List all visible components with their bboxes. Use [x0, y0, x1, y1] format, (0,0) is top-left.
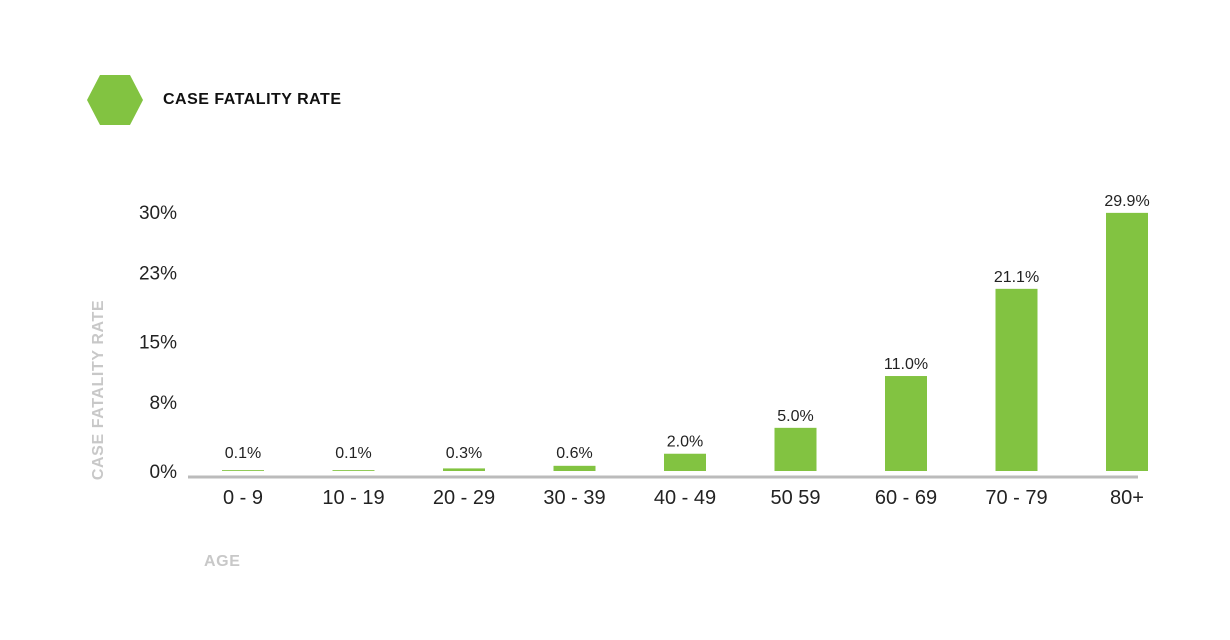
y-tick-label: 0% — [150, 462, 178, 483]
data-label: 11.0% — [884, 356, 928, 373]
y-tick-label: 23% — [139, 263, 177, 284]
legend-label: CASE FATALITY RATE — [163, 91, 342, 108]
bar — [553, 465, 596, 471]
data-label: 5.0% — [777, 408, 813, 425]
bar — [443, 468, 485, 471]
x-tick-label: 10 - 19 — [322, 487, 384, 509]
data-label: 29.9% — [1104, 193, 1149, 210]
bar — [774, 427, 817, 471]
x-tick-label: 80+ — [1110, 487, 1144, 509]
x-tick-label: 50 59 — [770, 487, 820, 509]
x-tick-label: 60 - 69 — [875, 487, 937, 509]
data-label: 0.6% — [556, 445, 592, 462]
y-tick-label: 15% — [139, 333, 177, 354]
x-tick-label: 30 - 39 — [543, 487, 605, 509]
data-labels: 0.1% 0.1% 0.3% 0.6% 2.0% 5.0% 11.0% 21.1% 29.9% — [225, 193, 1150, 462]
data-label: 0.3% — [446, 445, 482, 462]
bar — [885, 376, 927, 471]
x-tick-label: 0 - 9 — [223, 487, 263, 509]
bar — [1106, 212, 1148, 471]
x-tick-label: 70 - 79 — [985, 487, 1047, 509]
bar — [332, 470, 375, 471]
bar — [995, 288, 1038, 471]
legend: CASE FATALITY RATE — [86, 74, 341, 126]
bar — [222, 470, 264, 471]
y-axis-title: CASE FATALITY RATE — [90, 300, 107, 480]
y-axis-ticks: 0% 8% 15% 23% 30% — [139, 203, 177, 483]
data-label: 21.1% — [994, 269, 1039, 286]
x-axis-labels: 0 - 9 10 - 19 20 - 29 30 - 39 40 - 49 50 59 60… — [223, 487, 1144, 509]
data-label: 2.0% — [667, 434, 703, 451]
y-tick-label: 30% — [139, 203, 177, 224]
data-label: 0.1% — [335, 445, 371, 462]
x-tick-label: 40 - 49 — [654, 487, 716, 509]
x-tick-label: 20 - 29 — [433, 487, 495, 509]
y-tick-label: 8% — [150, 393, 178, 414]
data-label: 0.1% — [225, 445, 261, 462]
x-axis-title: AGE — [204, 553, 240, 570]
legend-hexagon-swatch — [87, 75, 143, 125]
bar — [664, 453, 706, 471]
bars — [222, 212, 1148, 471]
